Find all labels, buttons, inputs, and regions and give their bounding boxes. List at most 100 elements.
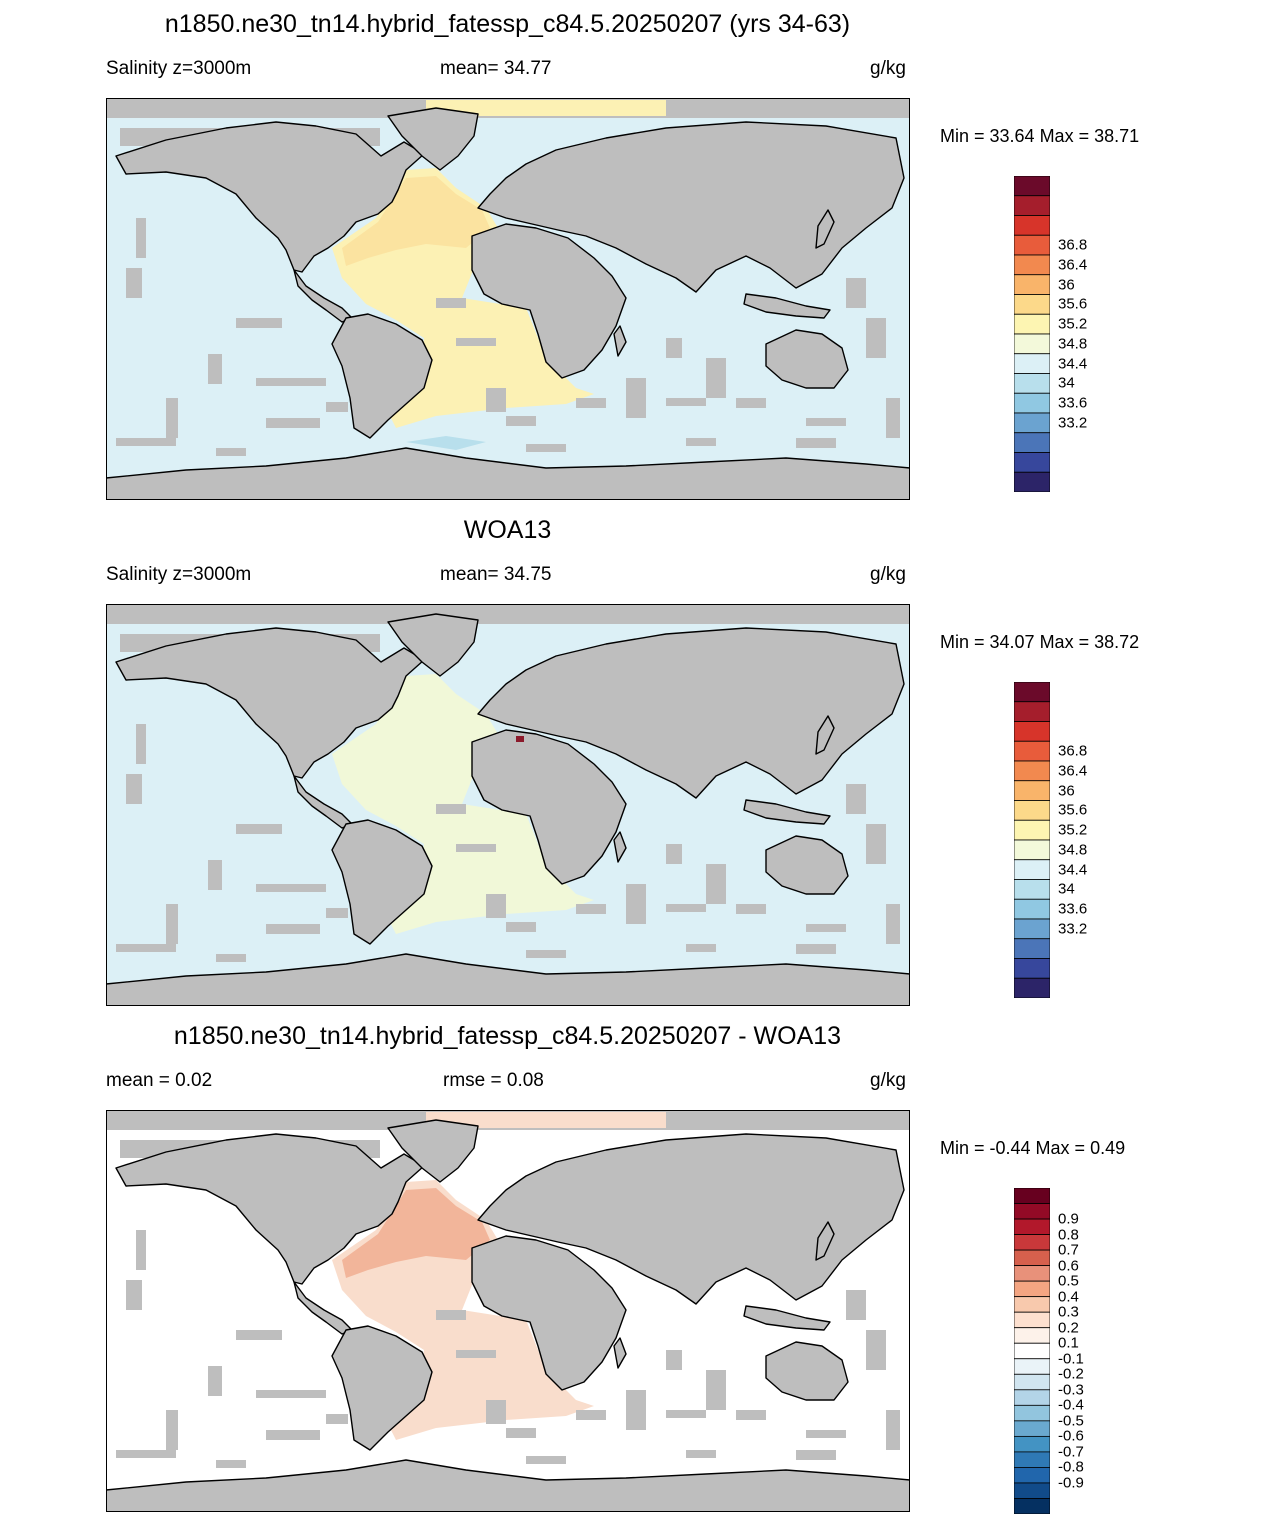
colorbar-swatch [1014,1404,1050,1422]
colorbar-swatch [1014,1467,1050,1484]
colorbar-tick-label: -0.4 [1058,1396,1084,1414]
landmass-north-america [115,121,425,273]
missing-data-patch [236,318,282,328]
colorbar-swatch [1014,1265,1050,1282]
colorbar-swatch [1014,839,1050,861]
missing-data-patch [526,950,566,958]
colorbar-labels: 36.8 36.4 36 35.6 35.2 34.8 34.4 34 33.6 33.2 [1058,176,1138,492]
colorbar-tick-label: 0.1 [1058,1334,1079,1352]
colorbar-swatch [1014,234,1050,256]
missing-data-patch [116,1450,176,1458]
map-frame [106,1110,910,1512]
missing-data-patch [576,1410,606,1420]
missing-data-patch [796,438,836,448]
colorbar-labels: 36.8 36.4 36 35.6 35.2 34.8 34.4 34 33.6 33.2 [1058,682,1138,998]
landmass-australia [765,835,849,895]
missing-data-patch [456,1350,496,1358]
colorbar-tick-label: 33.2 [1058,920,1088,938]
colorbar-swatch [1014,780,1050,801]
missing-data-patch [166,1410,178,1450]
colorbar-swatch [1014,898,1050,920]
missing-data-patch [266,924,320,934]
colorbar-swatch [1014,392,1050,414]
colorbar-swatch [1014,1203,1050,1220]
landmass-australia [765,329,849,389]
landmass-south-america [331,313,433,439]
minmax-label: Min = 33.64 Max = 38.71 [940,126,1140,146]
arctic-anomaly [426,100,666,116]
missing-data-patch [806,924,846,932]
colorbar-swatch [1014,918,1050,940]
colorbar [1014,682,1050,998]
missing-data-patch [706,358,726,398]
missing-data-patch [846,1290,866,1320]
panel-diff: n1850.ne30_tn14.hybrid_fatessp_c84.5.202… [0,1012,1285,1518]
missing-data-patch [886,1410,900,1450]
colorbar-tick-label: -0.7 [1058,1443,1084,1461]
arctic-anomaly [426,1112,666,1128]
missing-data-patch [866,824,886,864]
colorbar-tick-label: -0.5 [1058,1412,1084,1430]
colorbar-swatch [1014,1420,1050,1437]
mediterranean-high-salinity [516,736,524,742]
missing-data-patch [486,1400,506,1424]
missing-data-patch [666,1350,682,1370]
colorbar [1014,1188,1050,1514]
missing-data-patch [236,824,282,834]
landmass-eurasia [477,627,905,799]
colorbar-tick-label: 34 [1058,374,1075,392]
landmass-japan [815,1221,835,1261]
landmass-antarctica [106,953,910,1006]
missing-data-patch [736,1410,766,1420]
missing-data-patch [486,388,506,412]
missing-data-patch [166,398,178,438]
panel-model: n1850.ne30_tn14.hybrid_fatessp_c84.5.202… [0,0,1285,506]
colorbar-swatch [1014,1498,1050,1514]
landmass-eurasia [477,1133,905,1305]
colorbar-swatch [1014,879,1050,900]
missing-data-patch [806,418,846,426]
units-label: g/kg [870,1070,906,1091]
missing-data-patch [216,954,246,962]
missing-data-patch [116,438,176,446]
landmass-indonesia [743,799,831,825]
missing-data-patch [136,1230,146,1270]
missing-data-patch [686,944,716,952]
colorbar-swatch [1014,333,1050,355]
colorbar-tick-label: 34 [1058,880,1075,898]
colorbar-swatch [1014,1327,1050,1344]
north-atlantic-anomaly [342,176,490,266]
colorbar-swatch [1014,471,1050,492]
missing-data-patch [216,1460,246,1468]
minmax-label: Min = -0.44 Max = 0.49 [940,1138,1126,1158]
missing-data-patch [116,944,176,952]
north-atlantic-anomaly [342,1188,490,1278]
colorbar-swatch [1014,760,1050,782]
missing-data-patch [436,804,466,814]
missing-data-patch [866,318,886,358]
colorbar-swatch [1014,195,1050,216]
colorbar-tick-label: 33.6 [1058,900,1088,918]
colorbar-swatch [1014,274,1050,295]
colorbar-tick-label: 0.7 [1058,1241,1079,1259]
colorbar-swatch [1014,254,1050,276]
landmass-africa [471,729,627,885]
colorbar-tick-label: 0.4 [1058,1288,1079,1306]
colorbar-tick-label: 34.4 [1058,355,1088,373]
colorbar-swatch [1014,452,1050,473]
missing-data-patch [436,298,466,308]
missing-data-patch [266,1430,320,1440]
missing-data-patch [796,944,836,954]
landmass-africa [471,223,627,379]
colorbar-tick-label: 35.6 [1058,295,1088,313]
colorbar-swatch [1014,412,1050,434]
missing-data-patch [846,278,866,308]
missing-data-patch [326,402,348,412]
missing-data-patch [266,418,320,428]
colorbar-swatch [1014,938,1050,959]
missing-data-patch [326,908,348,918]
colorbar-swatch [1014,682,1050,703]
colorbar-tick-label: 36.4 [1058,256,1088,274]
missing-data-patch [706,1370,726,1410]
colorbar-swatch [1014,1218,1050,1235]
